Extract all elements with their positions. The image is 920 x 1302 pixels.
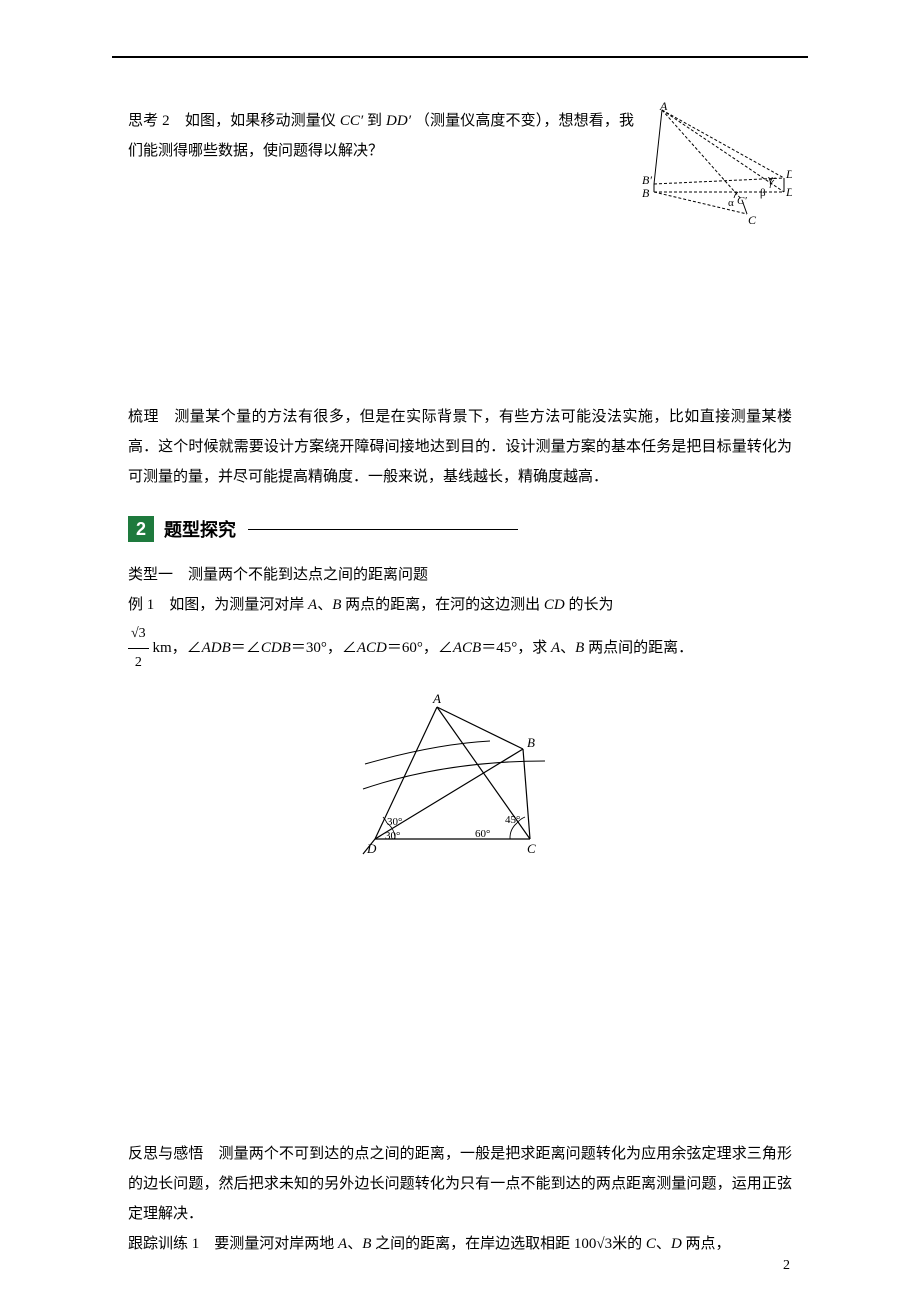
ex1-cdb: CDB (261, 640, 291, 656)
tr1-pre: 要测量河对岸两地 (199, 1236, 338, 1252)
ex1-ang: ∠ (187, 640, 202, 656)
ex1-B: B (332, 597, 341, 613)
ex1-ang3: ∠ (342, 640, 357, 656)
fig2-C: C (527, 841, 536, 856)
ex1-frac: √3 2 (128, 620, 149, 677)
ex1-ang2: ∠ (246, 640, 261, 656)
fig2-30a: 30° (387, 816, 402, 828)
example-1-line1: 例 1 如图，为测量河对岸 A、B 两点的距离，在河的这边测出 CD 的长为 (128, 590, 792, 620)
ex1-acb: ACB (453, 640, 481, 656)
summary-text: 测量某个量的方法有很多，但是在实际背景下，有些方法可能没法实施，比如直接测量某楼… (128, 409, 792, 485)
tr1-D: D (671, 1236, 682, 1252)
fig2-45: 45° (505, 814, 520, 826)
fig1-label-Dp: D′ (785, 167, 792, 181)
ex1-label: 例 1 (128, 597, 154, 613)
spacer-1 (128, 242, 792, 402)
q2-cc: CC′ (340, 113, 363, 129)
reflect-label: 反思与感悟 (128, 1146, 203, 1162)
fig2-D: D (366, 841, 377, 856)
fig1-alpha: α (728, 197, 734, 209)
summary-label: 梳理 (128, 409, 159, 425)
page-number: 2 (783, 1258, 790, 1274)
section-line (248, 529, 518, 530)
fig1-label-C: C (748, 213, 757, 227)
ex1-eq45: ＝45°，求 (481, 640, 551, 656)
section-header: 2 题型探究 (128, 516, 792, 542)
fig1-label-A: A (659, 102, 668, 113)
figure-2: A B C D 30° 30° 60° 45° (345, 689, 575, 859)
ex1-tail: 两点间的距离． (584, 640, 693, 656)
ex1-CD: CD (544, 597, 565, 613)
tr1-sep2: 、 (656, 1236, 671, 1252)
tr1-sep: 、 (347, 1236, 362, 1252)
ex1-acd: ACD (357, 640, 387, 656)
ex1-B2: B (575, 640, 584, 656)
ex1-mid: 两点的距离，在河的这边测出 (341, 597, 544, 613)
figure-1: A B′ B C′ C D′ D α β γ (642, 102, 792, 242)
track-1: 跟踪训练 1 要测量河对岸两地 A、B 之间的距离，在岸边选取相距 100√3米… (128, 1229, 792, 1259)
ex1-frac-num: √3 (128, 620, 149, 649)
tr1-sqrt3: √3 (596, 1236, 612, 1252)
fig2-60: 60° (475, 828, 490, 840)
reflect-text: 测量两个不可到达的点之间的距离，一般是把求距离问题转化为应用余弦定理求三角形的边… (128, 1146, 792, 1222)
ex1-A: A (308, 597, 317, 613)
fig2-A: A (432, 691, 441, 706)
fig1-beta: β (760, 187, 766, 199)
ex1-unit: km， (149, 640, 187, 656)
ex1-sep2: 、 (560, 640, 575, 656)
spacer-2 (128, 859, 792, 1139)
ex1-adb: ADB (202, 640, 231, 656)
ex1-ang4: ∠ (438, 640, 453, 656)
ex1-eq60: ＝60°， (387, 640, 438, 656)
page-content: A B′ B C′ C D′ D α β γ 思考 2 如图，如果移动测量仪 C… (128, 56, 792, 1259)
tr1-mid: 之间的距离，在岸边选取相距 100 (371, 1236, 596, 1252)
tr1-label: 跟踪训练 1 (128, 1236, 199, 1252)
fig1-label-Bp: B′ (642, 173, 652, 187)
fig1-label-D: D (785, 185, 792, 199)
type-1: 类型一 测量两个不能到达点之间的距离问题 (128, 560, 792, 590)
fig2-B: B (527, 735, 535, 750)
section-badge: 2 (128, 516, 154, 542)
reflect-para: 反思与感悟 测量两个不可到达的点之间的距离，一般是把求距离问题转化为应用余弦定理… (128, 1139, 792, 1229)
ex1-eq1: ＝ (231, 640, 246, 656)
q2-prefix: 思考 2 如图，如果移动测量仪 (128, 113, 340, 129)
fig1-label-Cp: C′ (737, 195, 747, 207)
summary-para: 梳理 测量某个量的方法有很多，但是在实际背景下，有些方法可能没法实施，比如直接测… (128, 402, 792, 492)
section-title: 题型探究 (164, 516, 236, 542)
ex1-sep1: 、 (317, 597, 332, 613)
tr1-tail2: 两点， (682, 1236, 731, 1252)
tr1-B: B (362, 1236, 371, 1252)
fig1-gamma: γ (767, 173, 773, 185)
tr1-tail1: 米的 (612, 1236, 646, 1252)
fig2-30b: 30° (385, 830, 400, 842)
q2-dd: DD′ (386, 113, 411, 129)
ex1-pre: 如图，为测量河对岸 (154, 597, 308, 613)
fig1-label-B: B (642, 186, 650, 200)
ex1-frac-den: 2 (128, 649, 149, 677)
tr1-A: A (338, 1236, 347, 1252)
ex1-mid2: 的长为 (565, 597, 614, 613)
ex1-A2: A (551, 640, 560, 656)
ex1-eq30: ＝30°， (291, 640, 342, 656)
example-1-line2: √3 2 km，∠ADB＝∠CDB＝30°，∠ACD＝60°，∠ACB＝45°，… (128, 620, 792, 677)
q2-mid1: 到 (363, 113, 386, 129)
tr1-C: C (646, 1236, 656, 1252)
